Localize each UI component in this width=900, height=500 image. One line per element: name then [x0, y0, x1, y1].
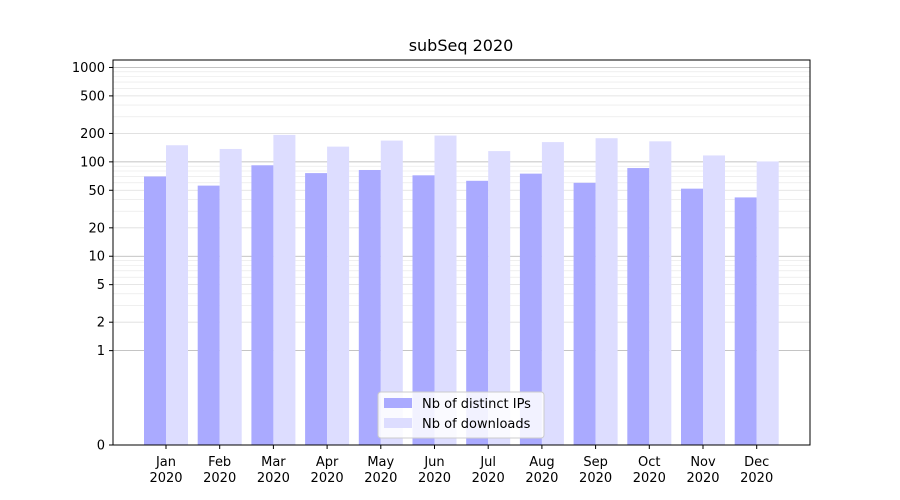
x-tick-label-month: Jan: [155, 455, 176, 470]
legend-label: Nb of downloads: [422, 417, 531, 432]
bar-downloads: [380, 140, 403, 445]
legend-label: Nb of distinct IPs: [422, 397, 531, 412]
bar-distinct-ips: [412, 175, 435, 446]
x-tick-label-year: 2020: [579, 471, 612, 486]
y-tick-label: 0: [97, 439, 105, 454]
bar-distinct-ips: [144, 176, 166, 445]
y-tick-label: 1: [97, 344, 105, 359]
x-tick-label-month: Aug: [529, 455, 554, 470]
x-tick-label-year: 2020: [686, 471, 719, 486]
bar-distinct-ips: [358, 169, 381, 446]
bar-distinct-ips: [573, 182, 596, 445]
y-tick-label: 200: [80, 127, 105, 142]
bar-distinct-ips: [681, 188, 703, 445]
bar-downloads: [434, 135, 457, 445]
x-tick-label-year: 2020: [740, 471, 773, 486]
bar-downloads: [273, 134, 296, 445]
y-tick-label: 20: [88, 221, 105, 236]
x-tick-label-year: 2020: [472, 471, 505, 486]
legend-swatch: [384, 418, 412, 428]
x-tick-label-year: 2020: [525, 471, 558, 486]
bar-distinct-ips: [197, 185, 220, 445]
x-tick-label-year: 2020: [364, 471, 397, 486]
bar-downloads: [541, 142, 564, 445]
bar-downloads: [327, 146, 350, 445]
y-tick-label: 50: [88, 184, 105, 199]
bar-distinct-ips: [251, 165, 274, 445]
bar-downloads: [595, 138, 618, 445]
x-tick-label-year: 2020: [418, 471, 451, 486]
x-tick-label-year: 2020: [633, 471, 666, 486]
bar-distinct-ips: [305, 173, 328, 446]
x-tick-label-month: Nov: [690, 455, 716, 470]
x-tick-label-month: Dec: [744, 455, 769, 470]
y-tick-label: 10: [88, 250, 105, 265]
y-tick-label: 5: [97, 278, 105, 293]
bars: [144, 134, 779, 446]
x-tick-label-month: Apr: [316, 455, 339, 470]
legend: Nb of distinct IPs Nb of downloads: [377, 391, 545, 439]
x-tick-label-year: 2020: [149, 471, 182, 486]
bar-downloads: [219, 148, 242, 445]
x-tick-label-month: Jun: [423, 455, 444, 470]
x-tick-label-month: Sep: [583, 455, 608, 470]
bar-distinct-ips: [627, 168, 650, 445]
x-tick-label-month: May: [367, 455, 394, 470]
bar-distinct-ips: [734, 197, 757, 445]
bar-downloads: [756, 161, 779, 445]
x-tick-label-year: 2020: [203, 471, 236, 486]
plot-frame: [112, 59, 811, 446]
x-tick-label-month: Oct: [638, 455, 660, 470]
bar-downloads: [166, 145, 188, 445]
bar-downloads: [649, 141, 672, 446]
y-tick-label: 2: [97, 316, 105, 331]
x-tick-label-month: Jul: [479, 455, 496, 470]
legend-box: [377, 391, 545, 439]
bar-downloads: [488, 151, 511, 446]
x-tick-label-month: Feb: [208, 455, 231, 470]
bar-distinct-ips: [519, 173, 542, 446]
x-tick-label-year: 2020: [311, 471, 344, 486]
y-axis: 0 1 2 5 10 20 50 100 200 500 1000: [72, 61, 113, 454]
x-tick-label-year: 2020: [257, 471, 290, 486]
y-tick-label: 500: [80, 89, 105, 104]
bar-downloads: [703, 155, 725, 446]
bar-distinct-ips: [466, 180, 489, 445]
y-tick-label: 1000: [72, 61, 105, 76]
chart-title: subSeq 2020: [409, 36, 514, 55]
x-tick-label-month: Mar: [261, 455, 286, 470]
legend-swatch: [384, 398, 412, 408]
y-tick-label: 100: [80, 155, 105, 170]
x-axis: Jan2020Feb2020Mar2020Apr2020May2020Jun20…: [149, 445, 773, 486]
